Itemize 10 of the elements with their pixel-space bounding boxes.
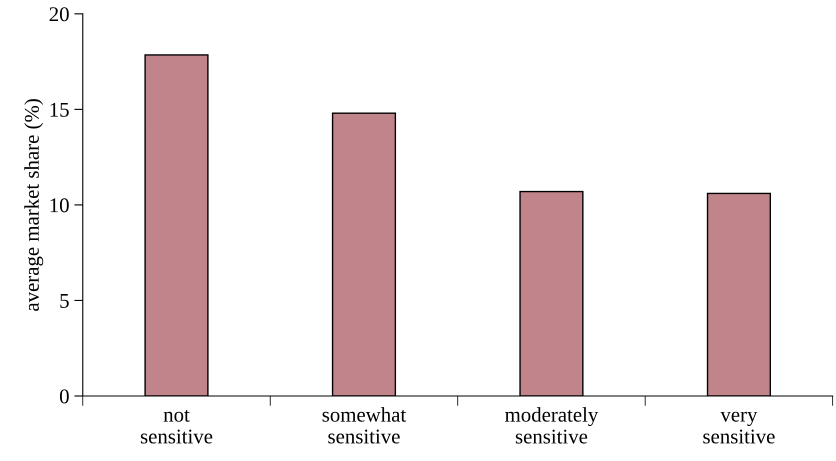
x-tick-label: not sensitive [140,410,212,444]
y-tick-label: 10 [50,198,69,212]
y-axis-title: average market share (%) [24,99,44,311]
x-tick-label: moderately sensitive [505,407,598,444]
x-tick-label: very sensitive [703,412,775,444]
x-tick-label: somewhat sensitive [322,407,406,444]
y-tick-label: 0 [60,389,69,404]
y-tick-label: 5 [60,294,69,308]
y-tick-label: 15 [50,102,69,117]
y-tick-label: 20 [50,7,69,22]
